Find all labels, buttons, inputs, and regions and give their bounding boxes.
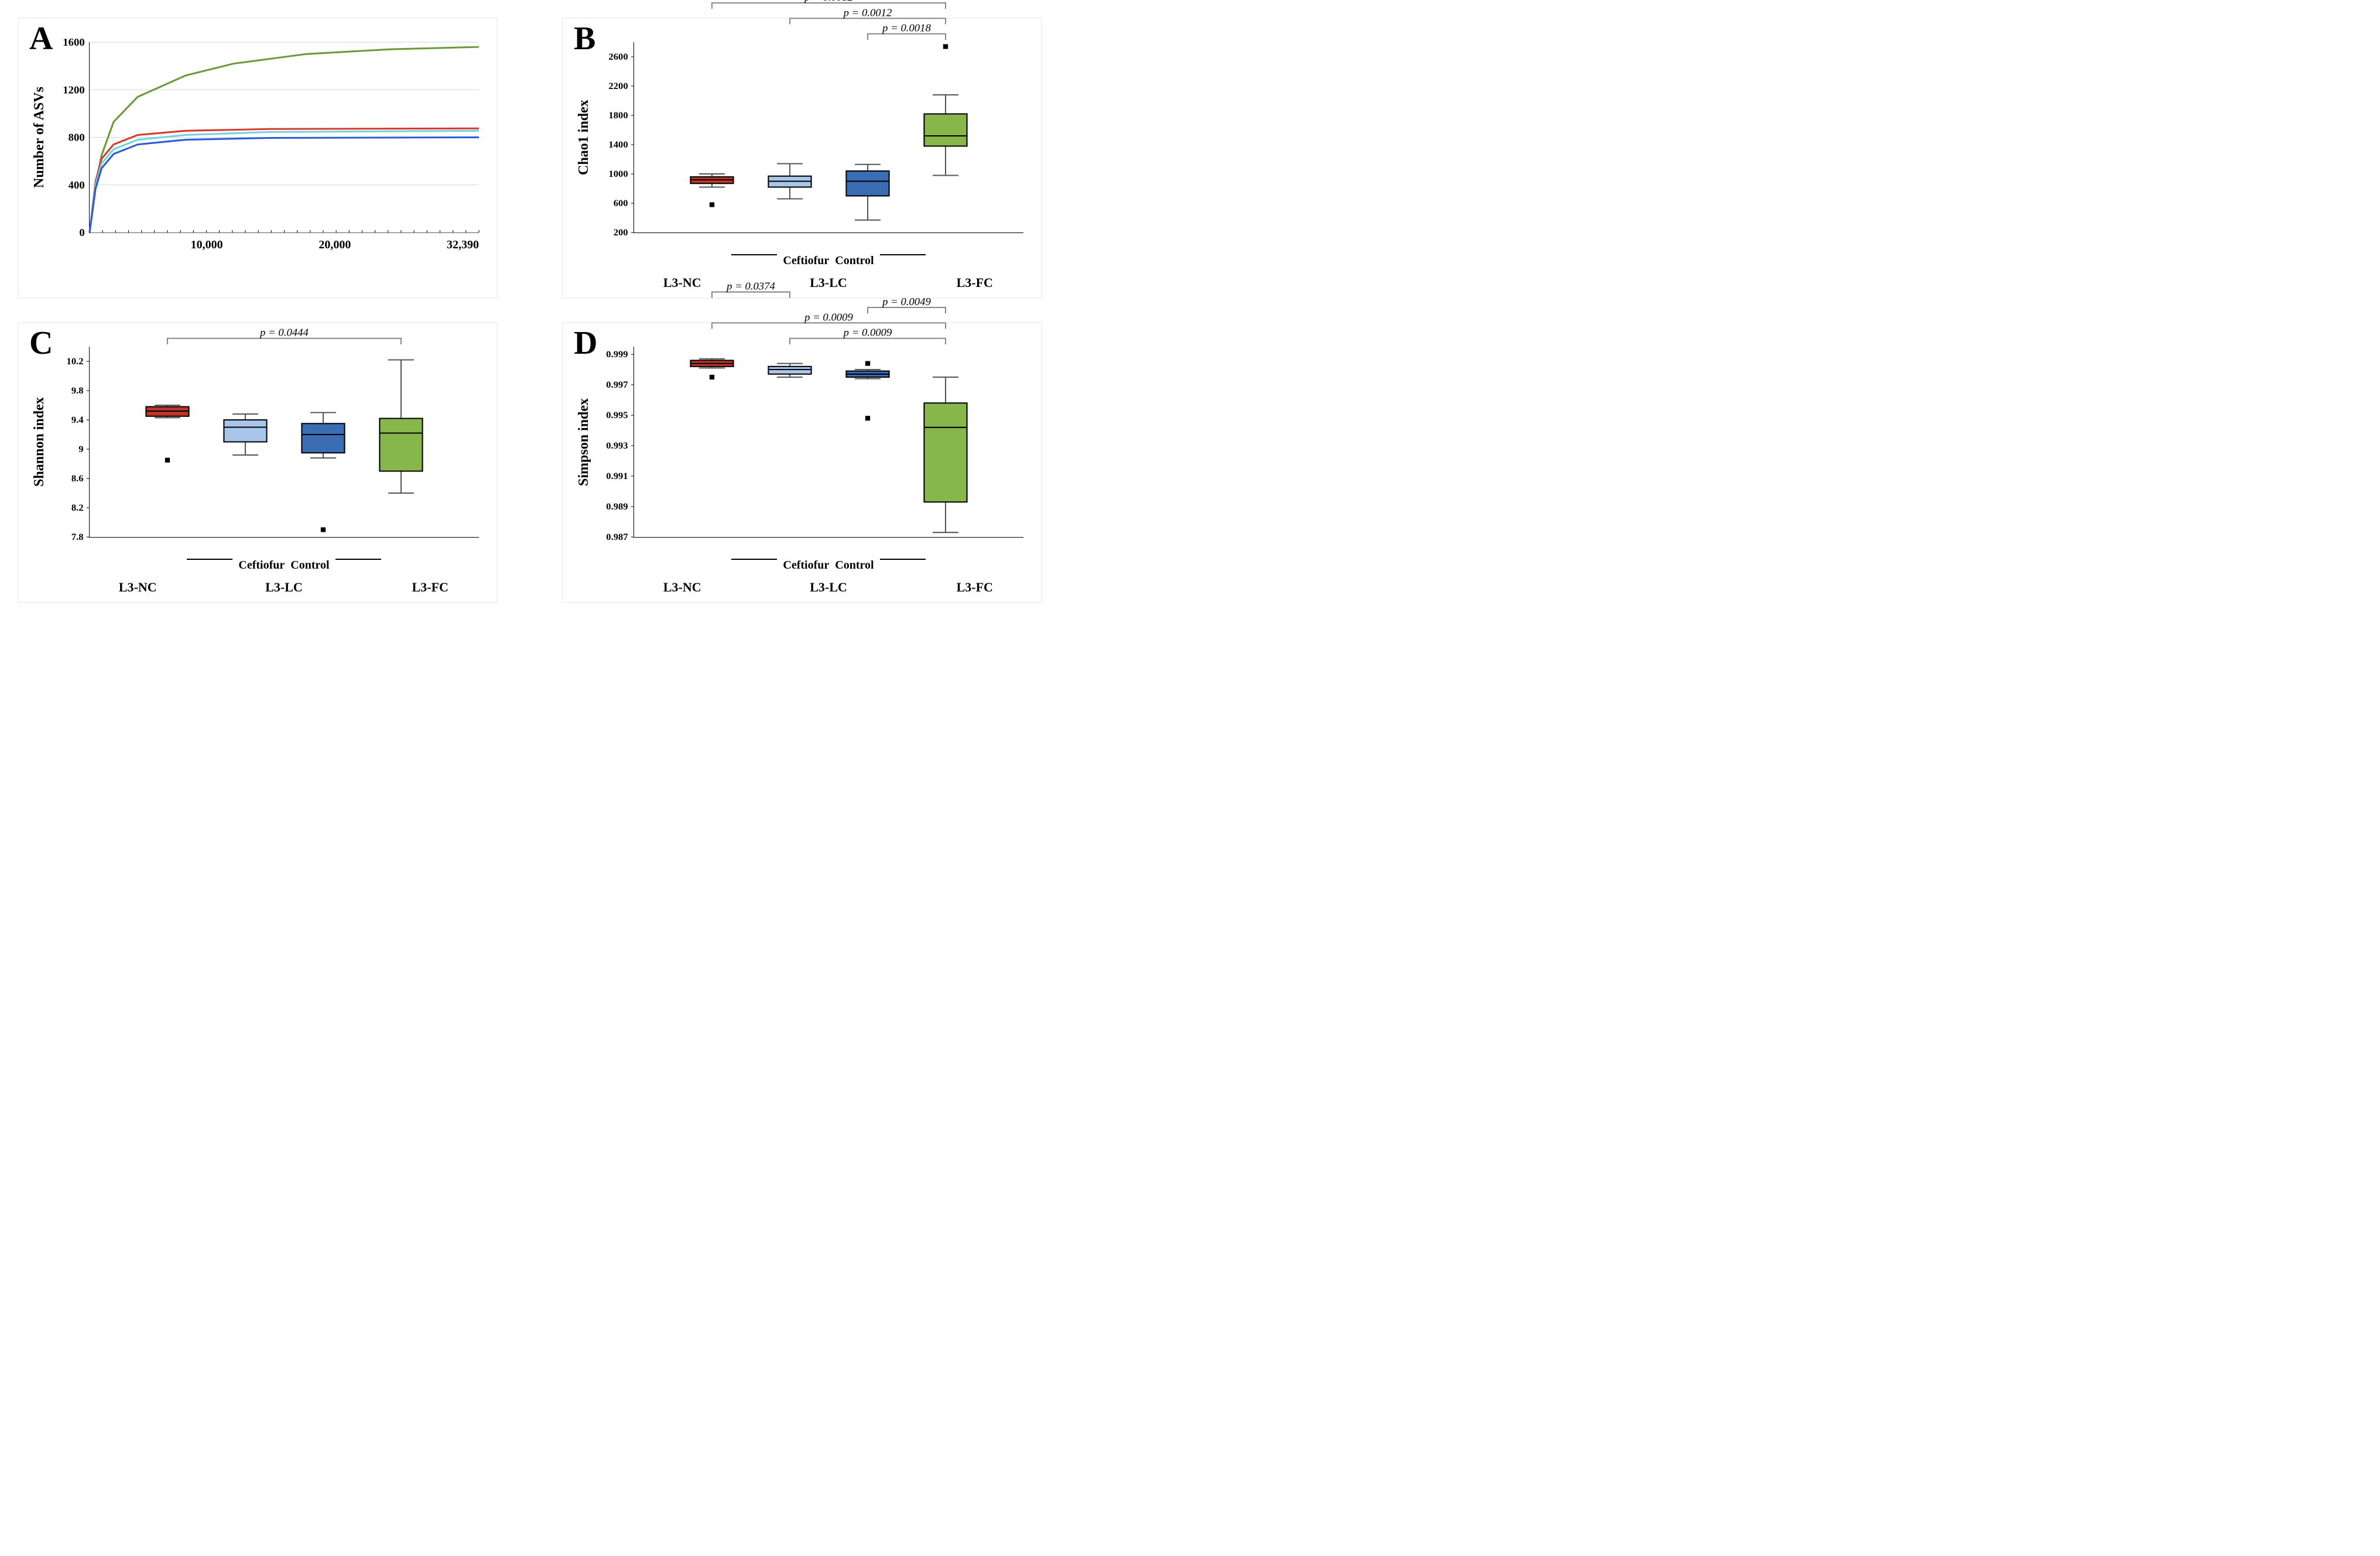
- panel-D: D Simpson index 0.9870.9890.9910.9930.99…: [562, 322, 1042, 603]
- svg-text:8.6: 8.6: [71, 473, 84, 484]
- x-ticks-A: 0 10,000 20,000 32,390: [89, 238, 479, 252]
- panel-B: B Chao1 index 20060010001400180022002600…: [562, 18, 1042, 299]
- svg-text:10.2: 10.2: [67, 355, 84, 367]
- xtick: 10,000: [191, 238, 223, 252]
- subcat: Ceftiofur: [783, 559, 829, 572]
- svg-text:1000: 1000: [608, 168, 628, 179]
- svg-text:p = 0.0018: p = 0.0018: [881, 22, 932, 34]
- svg-text:600: 600: [614, 197, 628, 208]
- svg-text:p = 0.0049: p = 0.0049: [881, 296, 931, 307]
- x-cats-D: L3-NC Ceftiofur Control L3-LC L3-FC: [633, 580, 1023, 595]
- svg-text:8.2: 8.2: [71, 502, 84, 513]
- svg-text:2600: 2600: [608, 51, 628, 62]
- svg-text:9.8: 9.8: [71, 385, 84, 396]
- xcat: L3-NC: [89, 580, 187, 595]
- xcat: L3-FC: [382, 580, 480, 595]
- xcat: L3-NC: [633, 580, 731, 595]
- svg-text:400: 400: [69, 179, 85, 191]
- xtick: 32,390: [447, 238, 479, 252]
- svg-text:200: 200: [614, 227, 628, 238]
- plot-D: 0.9870.9890.9910.9930.9950.9970.999p = 0…: [633, 347, 1023, 538]
- svg-text:0.997: 0.997: [606, 379, 628, 390]
- svg-text:p = 0.0374: p = 0.0374: [725, 281, 775, 292]
- xcat: L3-FC: [926, 275, 1024, 290]
- svg-text:p = 0.0444: p = 0.0444: [259, 327, 309, 338]
- subcat: Ceftiofur: [238, 559, 285, 572]
- svg-text:0.995: 0.995: [606, 409, 628, 420]
- svg-text:0: 0: [79, 227, 84, 238]
- svg-text:800: 800: [69, 132, 85, 143]
- svg-text:p = 0.0012: p = 0.0012: [803, 0, 853, 3]
- plot-C: 7.88.28.699.49.810.2p = 0.0444: [89, 347, 479, 538]
- svg-text:7.8: 7.8: [71, 531, 84, 542]
- subcat: Ceftiofur: [783, 254, 829, 268]
- svg-text:1600: 1600: [63, 36, 84, 48]
- y-label-B: Chao1 index: [576, 42, 592, 233]
- x-cats-C: L3-NC Ceftiofur Control L3-LC L3-FC: [89, 580, 479, 595]
- svg-text:1400: 1400: [608, 139, 628, 150]
- svg-text:p = 0.0009: p = 0.0009: [843, 327, 892, 338]
- xcat: Ceftiofur Control L3-LC: [187, 580, 382, 595]
- subcat: Control: [835, 254, 874, 268]
- plot-A: 040080012001600: [89, 42, 479, 233]
- svg-text:0.999: 0.999: [606, 348, 628, 360]
- svg-text:9: 9: [78, 443, 83, 454]
- xtick: 20,000: [319, 238, 351, 252]
- subcat: Control: [835, 559, 874, 572]
- x-cats-B: L3-NC Ceftiofur Control L3-LC L3-FC: [633, 275, 1023, 290]
- subcat: Control: [290, 559, 329, 572]
- svg-text:0.993: 0.993: [606, 440, 628, 451]
- panel-A: A Number of ASVs 040080012001600 0 10,00…: [18, 18, 498, 299]
- svg-text:0.991: 0.991: [606, 470, 628, 481]
- y-label-C: Shannon index: [32, 347, 47, 538]
- y-label-D: Simpson index: [576, 347, 592, 538]
- figure-grid: A Number of ASVs 040080012001600 0 10,00…: [18, 18, 1071, 603]
- svg-text:p = 0.0009: p = 0.0009: [803, 311, 853, 323]
- panel-C: C Shannon index 7.88.28.699.49.810.2p = …: [18, 322, 498, 603]
- y-label-A: Number of ASVs: [32, 42, 47, 233]
- plot-B: 20060010001400180022002600p = 0.0012p = …: [633, 42, 1023, 233]
- svg-text:9.4: 9.4: [71, 414, 84, 425]
- svg-text:1800: 1800: [608, 110, 628, 121]
- svg-text:2200: 2200: [608, 80, 628, 91]
- xcat: L3-NC: [633, 275, 731, 290]
- xcat: Ceftiofur Control L3-LC: [731, 580, 926, 595]
- xcat: L3-FC: [926, 580, 1024, 595]
- svg-text:0.989: 0.989: [606, 501, 628, 512]
- svg-text:1200: 1200: [63, 84, 84, 96]
- svg-text:0.987: 0.987: [606, 531, 628, 542]
- svg-text:p = 0.0012: p = 0.0012: [843, 6, 892, 18]
